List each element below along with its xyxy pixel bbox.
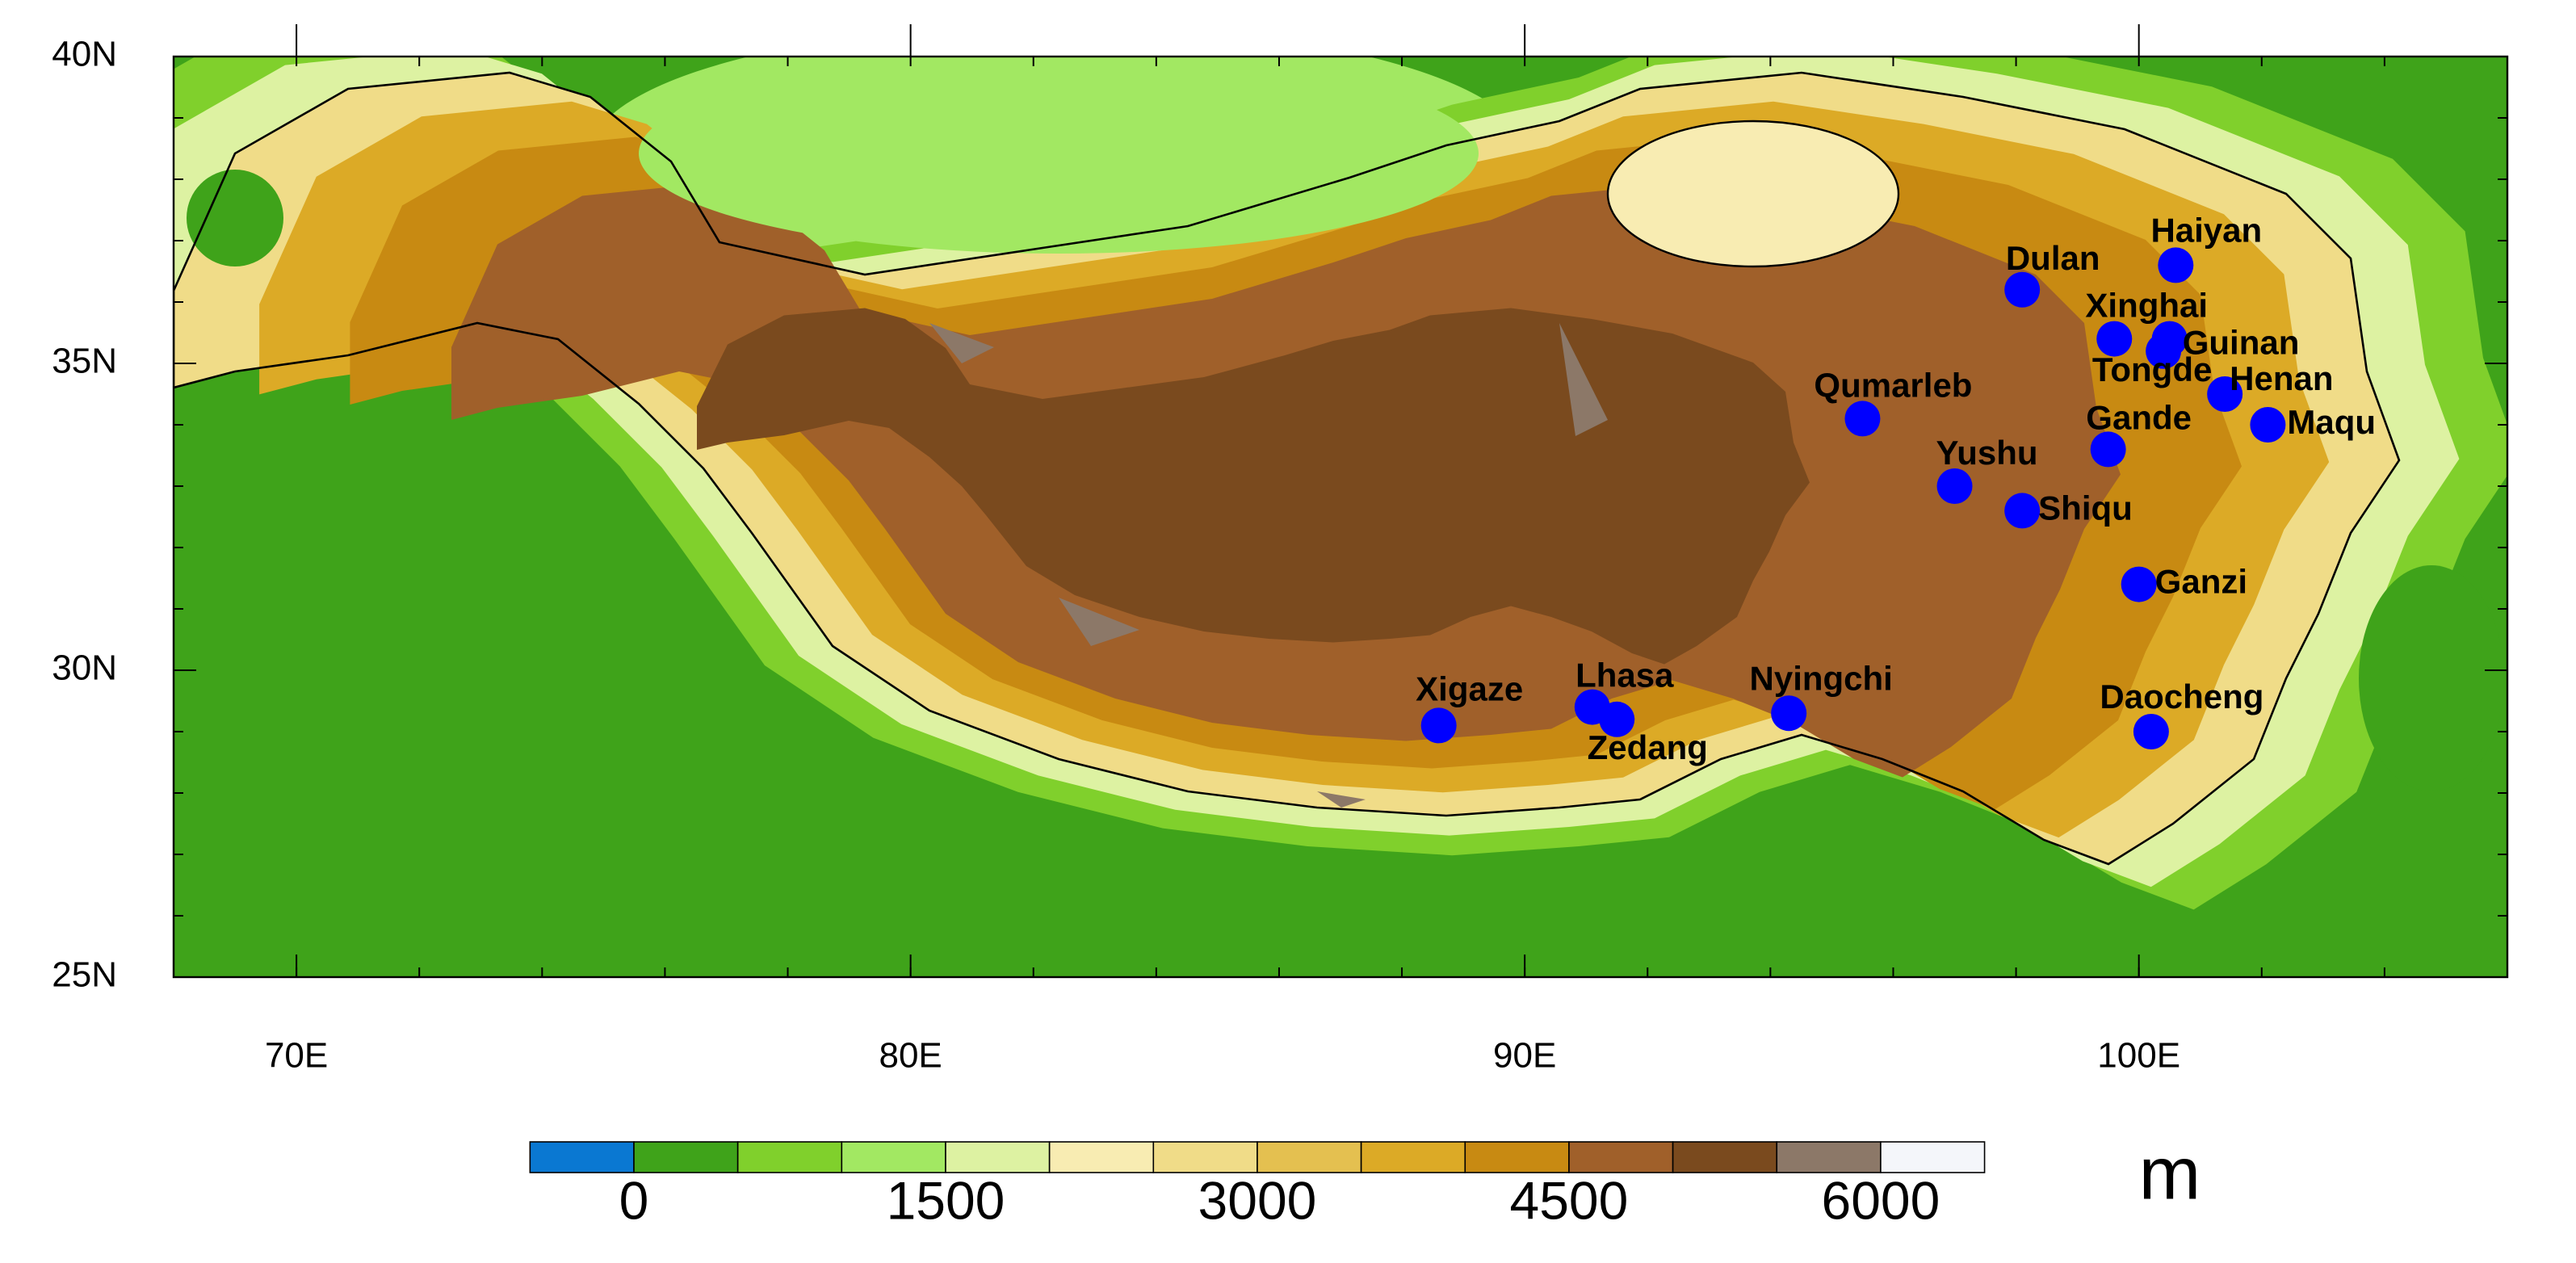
station-label: Guinan xyxy=(2183,324,2300,362)
colorbar-box xyxy=(1880,1141,1986,1173)
colorbar-tick-label: 0 xyxy=(619,1170,649,1230)
colorbar-box xyxy=(1776,1141,1882,1173)
station-marker xyxy=(2004,493,2041,529)
colorbar-box xyxy=(1360,1141,1466,1173)
station-marker xyxy=(2250,407,2286,443)
station-marker xyxy=(1936,468,1973,504)
x-tick-label: 70E xyxy=(265,1036,328,1076)
station-marker xyxy=(1420,707,1457,744)
station-label: Shiqu xyxy=(2038,489,2133,527)
station-marker xyxy=(1599,701,1635,737)
station-label: Daocheng xyxy=(2100,678,2263,715)
colorbar-tick-label: 3000 xyxy=(1198,1170,1317,1230)
station-marker xyxy=(2158,247,2194,283)
colorbar-tick-label: 4500 xyxy=(1510,1170,1629,1230)
station-marker xyxy=(2096,321,2133,357)
colorbar-box xyxy=(945,1141,1051,1173)
x-tick-label: 100E xyxy=(2097,1036,2180,1076)
station-marker xyxy=(1771,695,1807,732)
colorbar-box xyxy=(633,1141,739,1173)
colorbar-box xyxy=(529,1141,635,1173)
colorbar-unit: m xyxy=(2139,1132,2201,1215)
station-marker xyxy=(1844,401,1881,437)
station-label: Lhasa xyxy=(1575,657,1674,694)
colorbar-tick-label: 1500 xyxy=(887,1170,1005,1230)
map-frame xyxy=(172,55,2509,979)
colorbar-box xyxy=(1464,1141,1570,1173)
station-label: Nyingchi xyxy=(1750,659,1893,697)
station-label: Gande xyxy=(2086,398,2192,436)
colorbar-box xyxy=(1568,1141,1674,1173)
station-label: Xigaze xyxy=(1416,669,1523,707)
station-label: Dulan xyxy=(2006,239,2100,277)
x-tick-label: 80E xyxy=(879,1036,942,1076)
colorbar-box xyxy=(1048,1141,1155,1173)
station-label: Haiyan xyxy=(2150,211,2262,249)
station-marker xyxy=(2133,714,2169,749)
station-label: Qumarleb xyxy=(1814,366,1972,404)
x-tick-label: 90E xyxy=(1493,1036,1556,1076)
station-label: Ganzi xyxy=(2155,563,2247,601)
station-label: Zedang xyxy=(1588,728,1708,766)
station-marker xyxy=(2207,376,2243,412)
station-label: Maqu xyxy=(2287,403,2376,441)
station-marker xyxy=(2004,271,2041,308)
station-label: Yushu xyxy=(1936,434,2038,472)
colorbar-box xyxy=(841,1141,946,1173)
station-marker xyxy=(2121,566,2157,602)
y-tick-label: 25N xyxy=(52,955,117,995)
terrain xyxy=(174,57,2507,977)
colorbar-tick-label: 6000 xyxy=(1822,1170,1940,1230)
y-tick-label: 35N xyxy=(52,342,117,381)
y-tick-label: 30N xyxy=(52,648,117,688)
colorbar-box xyxy=(736,1141,843,1173)
station-label: Xinghai xyxy=(2085,287,2208,325)
station-label: Henan xyxy=(2230,359,2333,397)
station-label: Tongde xyxy=(2092,350,2213,388)
station-marker xyxy=(2146,333,2182,369)
station-marker xyxy=(2090,431,2126,468)
colorbar-box xyxy=(1672,1141,1778,1173)
y-tick-label: 40N xyxy=(52,35,117,74)
colorbar-box xyxy=(1152,1141,1258,1173)
colorbar-box xyxy=(1257,1141,1362,1173)
